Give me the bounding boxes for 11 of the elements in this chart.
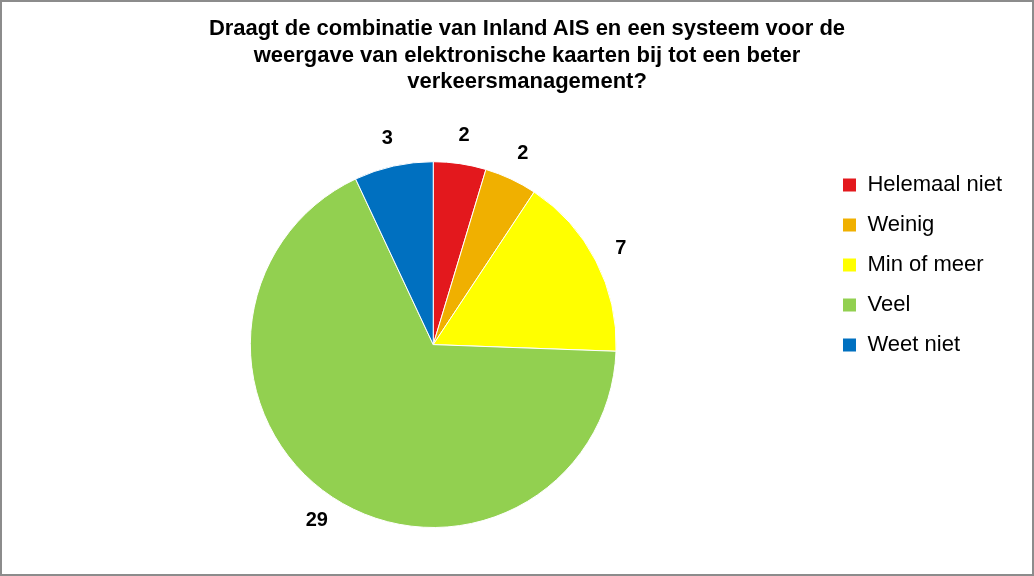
legend-label: Weet niet [867, 331, 961, 357]
legend-label: Weinig [867, 211, 935, 237]
data-label: 2 [458, 123, 470, 146]
legend-label: Veel [867, 291, 911, 317]
data-label: 29 [305, 508, 328, 531]
data-label: 2 [517, 141, 529, 164]
chart-title: Draagt de combinatie van Inland AIS en een systeem voor de weergave van elektronische kaarten bij tot een beter verkeersmanagement? [208, 15, 846, 94]
legend-label: Min of meer [867, 251, 984, 277]
data-label: 3 [381, 126, 393, 149]
data-label: 7 [615, 235, 627, 258]
legend-label: Helemaal niet [867, 171, 1002, 197]
